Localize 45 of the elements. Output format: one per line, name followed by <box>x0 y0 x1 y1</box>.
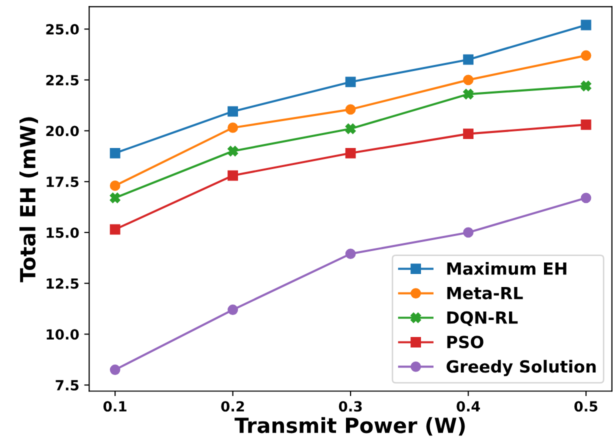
y-tick-label: 20.0 <box>46 126 79 136</box>
point <box>580 119 592 130</box>
point <box>580 20 592 30</box>
point <box>110 148 120 158</box>
x-tick-label: 0.3 <box>338 401 362 412</box>
point <box>228 146 238 156</box>
point <box>580 192 592 204</box>
point <box>463 54 474 65</box>
x-axis-title: Transmit Power (W) <box>234 417 465 436</box>
point <box>580 80 592 92</box>
legend-label: PSO <box>447 336 484 348</box>
y-tick-label: 22.5 <box>46 74 78 86</box>
point <box>345 148 356 158</box>
legend-label: Greedy Solution <box>446 360 596 376</box>
point <box>110 364 120 375</box>
x-tick-label: 0.1 <box>103 401 126 412</box>
point <box>228 106 238 117</box>
point <box>228 170 238 181</box>
point <box>463 128 474 140</box>
point <box>345 76 356 88</box>
y-tick-label: 15.0 <box>46 227 79 238</box>
legend-label: DQN-RL <box>447 311 518 326</box>
point <box>228 122 238 133</box>
point <box>110 180 120 191</box>
point <box>463 74 474 86</box>
y-tick-label: 25.0 <box>46 24 79 35</box>
point <box>345 248 356 260</box>
point <box>228 304 238 315</box>
x-tick-label: 0.5 <box>574 401 598 412</box>
y-axis-title: Total EH (mW) <box>19 117 38 282</box>
legend-label: Maximum EH <box>447 262 566 275</box>
legend-label: Meta-RL <box>447 286 523 300</box>
point <box>345 124 356 134</box>
y-tick-label: 7.5 <box>56 380 78 390</box>
point <box>345 104 356 115</box>
point <box>110 192 120 204</box>
point <box>580 50 592 61</box>
point <box>463 227 474 238</box>
x-tick-label: 0.4 <box>456 401 480 412</box>
x-tick-label: 0.2 <box>221 401 244 412</box>
y-tick-label: 10.0 <box>46 329 79 340</box>
point <box>110 224 120 235</box>
y-tick-label: 12.5 <box>46 278 78 289</box>
point <box>463 88 474 100</box>
y-tick-label: 17.5 <box>46 176 78 188</box>
